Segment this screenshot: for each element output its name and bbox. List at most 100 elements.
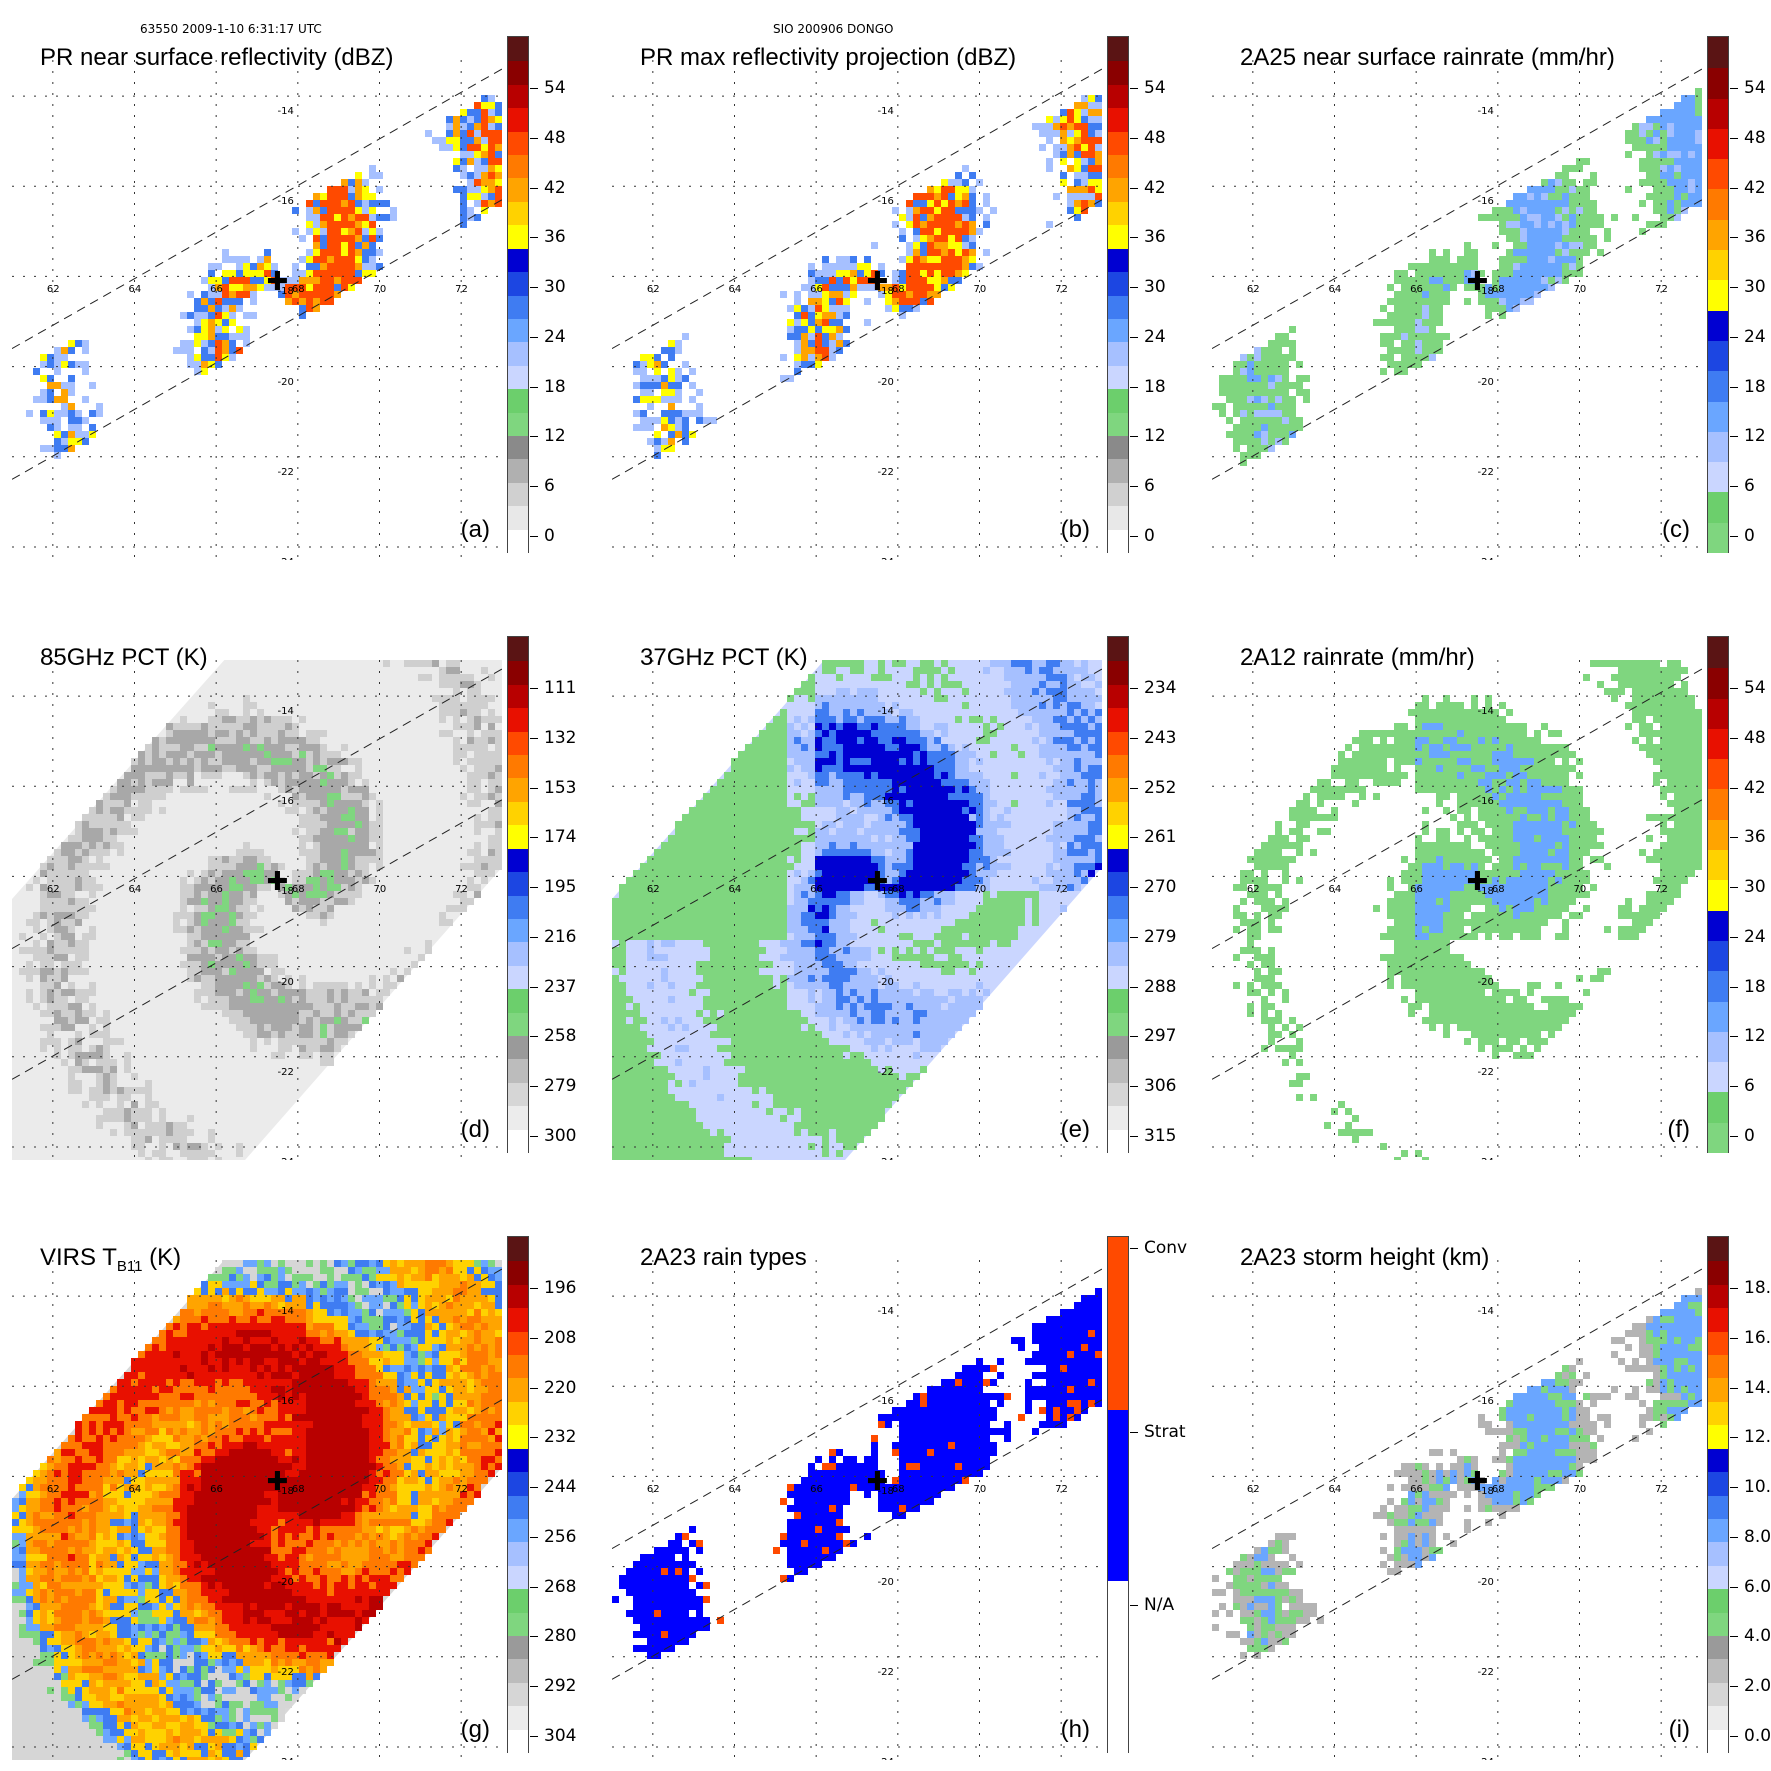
field-cell (850, 737, 857, 744)
field-cell (467, 116, 474, 123)
field-cell (997, 891, 1004, 898)
field-cell (1018, 709, 1025, 716)
field-cell (138, 800, 145, 807)
field-cell (299, 975, 306, 982)
field-cell (675, 382, 682, 389)
field-cell (54, 905, 61, 912)
field-cell (145, 1108, 152, 1115)
field-cell (829, 340, 836, 347)
field-cell (208, 870, 215, 877)
field-cell (257, 284, 264, 291)
field-cell (446, 674, 453, 681)
field-cell (836, 905, 843, 912)
field-cell (1625, 151, 1632, 158)
field-cell (990, 730, 997, 737)
field-cell (1004, 898, 1011, 905)
field-cell (1681, 137, 1688, 144)
field-cell (40, 445, 47, 452)
field-cell (1674, 165, 1681, 172)
field-cell (250, 1010, 257, 1017)
field-cell (668, 354, 675, 361)
field-cell (829, 856, 836, 863)
field-cell (271, 1052, 278, 1059)
field-cell (89, 989, 96, 996)
field-cell (194, 751, 201, 758)
field-cell (1562, 228, 1569, 235)
latitude-label: -18 (277, 286, 294, 298)
field-cell (1513, 228, 1520, 235)
field-cell (54, 1010, 61, 1017)
colorbar-segment (508, 247, 528, 273)
field-cell (1506, 298, 1513, 305)
field-cell (404, 968, 411, 975)
field-cell (453, 905, 460, 912)
field-cell (955, 256, 962, 263)
field-cell (1660, 214, 1667, 221)
field-cell (61, 354, 68, 361)
field-cell (124, 800, 131, 807)
field-cell (878, 842, 885, 849)
field-cell (675, 849, 682, 856)
field-cell (355, 172, 362, 179)
field-cell (801, 821, 808, 828)
field-cell (82, 814, 89, 821)
field-cell (131, 1122, 138, 1129)
field-cell (906, 877, 913, 884)
field-cell (131, 786, 138, 793)
field-cell (899, 291, 906, 298)
field-cell (215, 284, 222, 291)
field-cell (201, 877, 208, 884)
field-cell (327, 835, 334, 842)
field-cell (82, 1017, 89, 1024)
field-cell (927, 277, 934, 284)
field-cell (194, 989, 201, 996)
field-cell (1506, 284, 1513, 291)
field-cell (243, 730, 250, 737)
field-cell (626, 877, 633, 884)
field-cell (341, 1031, 348, 1038)
field-cell (306, 821, 313, 828)
field-cell (731, 828, 738, 835)
field-cell (955, 228, 962, 235)
field-cell (766, 758, 773, 765)
field-cell (40, 870, 47, 877)
field-cell (467, 737, 474, 744)
field-cell (1569, 256, 1576, 263)
field-cell (1226, 431, 1233, 438)
field-cell (1408, 347, 1415, 354)
field-cell (54, 870, 61, 877)
field-cell (306, 905, 313, 912)
field-cell (306, 884, 313, 891)
field-cell (327, 1010, 334, 1017)
field-cell (439, 144, 446, 151)
field-cell (264, 1024, 271, 1031)
field-cell (948, 249, 955, 256)
field-cell (110, 814, 117, 821)
field-cell (453, 130, 460, 137)
field-cell (488, 849, 495, 856)
field-cell (983, 884, 990, 891)
field-cell (1032, 681, 1039, 688)
field-cell (941, 284, 948, 291)
field-cell (362, 835, 369, 842)
latitude-label: -14 (877, 106, 894, 118)
field-cell (271, 1017, 278, 1024)
field-cell (61, 849, 68, 856)
field-cell (292, 779, 299, 786)
field-cell (355, 863, 362, 870)
field-cell (61, 961, 68, 968)
field-cell (801, 800, 808, 807)
longitude-label: 72 (455, 884, 468, 896)
field-cell (243, 870, 250, 877)
field-cell (1095, 800, 1102, 807)
field-cell (194, 898, 201, 905)
field-cell (152, 737, 159, 744)
field-cell (1548, 249, 1555, 256)
field-cell (1074, 116, 1081, 123)
field-cell (864, 772, 871, 779)
field-cell (857, 856, 864, 863)
field-cell (1095, 821, 1102, 828)
field-cell (1081, 730, 1088, 737)
field-cell (871, 863, 878, 870)
field-cell (1569, 263, 1576, 270)
